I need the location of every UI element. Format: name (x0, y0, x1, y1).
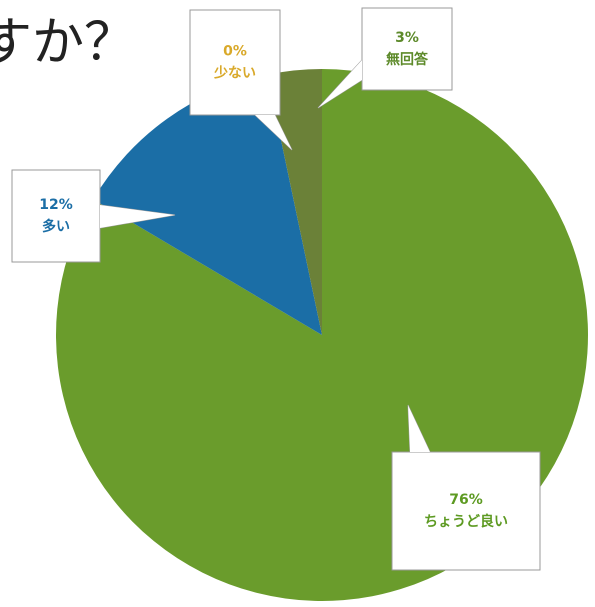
category-label: 無回答 (386, 51, 429, 68)
data-label: 0% (223, 44, 247, 60)
pie-slice (93, 74, 322, 335)
category-label: 多い (42, 218, 70, 235)
callout-box (189, 9, 281, 116)
callout-box (361, 7, 453, 91)
category-label: 少ない (213, 65, 256, 82)
callout-pointer-fill (255, 115, 292, 150)
callouts: 76% ちょうど良い 12% 多い 0% 少ない 3% 無回答 (11, 7, 541, 571)
callout-box (391, 451, 541, 571)
callout-pointer-fill (318, 60, 362, 108)
callout-pointer-fill (100, 205, 175, 228)
data-label: 12% (39, 197, 73, 213)
callout-box (11, 169, 101, 263)
category-label: ちょうど良い (424, 513, 508, 530)
chart-title: すか？ (0, 13, 136, 73)
data-label: 3% (395, 30, 419, 46)
data-label: 76% (449, 492, 483, 508)
callout-pointer-fill (408, 405, 430, 452)
